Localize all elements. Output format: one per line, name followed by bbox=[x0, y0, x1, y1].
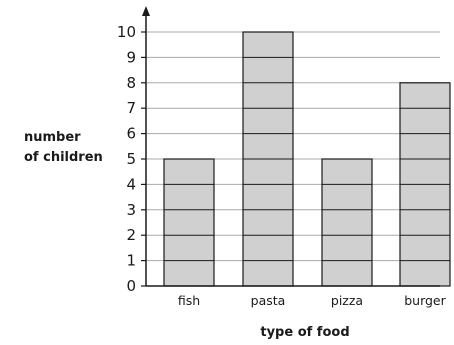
y-axis-arrow bbox=[142, 6, 150, 16]
bar-pizza bbox=[321, 158, 373, 287]
y-axis-label-line-1: number bbox=[24, 130, 81, 145]
y-tick-label-0: 0 bbox=[126, 277, 136, 295]
x-tick-labels: fish pasta pizza burger bbox=[178, 293, 447, 308]
y-tick-label-5: 5 bbox=[126, 150, 136, 168]
x-tick-label-burger: burger bbox=[404, 293, 446, 308]
y-tick-label-4: 4 bbox=[126, 175, 136, 193]
bar-fish bbox=[163, 158, 215, 287]
y-tick-label-7: 7 bbox=[126, 99, 136, 117]
y-tick-label-10: 10 bbox=[117, 23, 136, 41]
y-tick-label-9: 9 bbox=[126, 48, 136, 66]
x-tick-label-pizza: pizza bbox=[331, 293, 363, 308]
y-tick-label-1: 1 bbox=[126, 252, 136, 270]
bars bbox=[163, 31, 451, 287]
x-axis-label: type of food bbox=[260, 325, 349, 340]
y-tick-label-2: 2 bbox=[126, 226, 136, 244]
y-tick-labels: 0 1 2 3 4 5 6 7 8 9 10 bbox=[117, 23, 146, 295]
x-tick-label-fish: fish bbox=[178, 293, 200, 308]
y-axis-label-line-2: of children bbox=[24, 150, 103, 165]
x-tick-label-pasta: pasta bbox=[251, 293, 286, 308]
y-tick-label-6: 6 bbox=[126, 125, 136, 143]
y-tick-label-3: 3 bbox=[126, 201, 136, 219]
y-tick-label-8: 8 bbox=[126, 74, 136, 92]
